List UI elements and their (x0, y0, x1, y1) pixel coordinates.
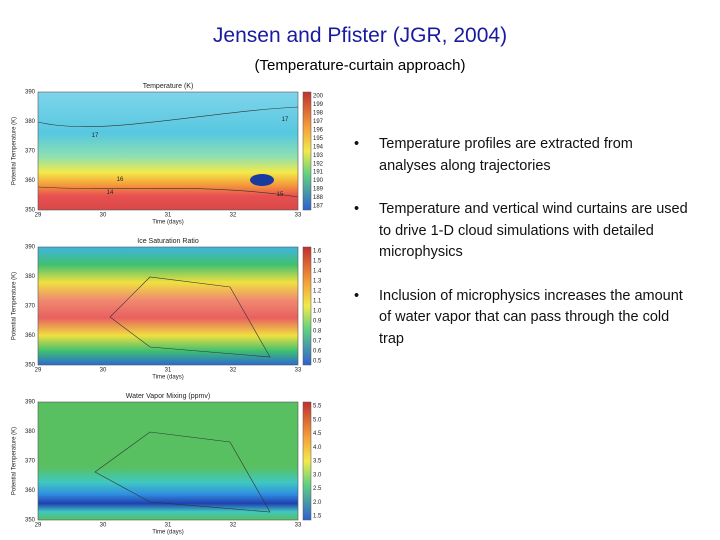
colorbar-label: 192 (313, 161, 324, 167)
colorbar-label: 1.0 (313, 309, 322, 315)
bullet: Temperature profiles are extracted from … (352, 134, 692, 177)
colorbar-label: 200 (313, 94, 324, 100)
colorbar-label: 5.0 (313, 417, 322, 423)
colorbar-label: 1.5 (313, 259, 322, 265)
y-tick-label: 380 (25, 429, 36, 435)
x-axis-label: Time (days) (152, 375, 183, 381)
panel-title: Temperature (K) (143, 83, 194, 90)
x-tick-label: 31 (165, 213, 172, 219)
colorbar-label: 2.0 (313, 500, 322, 506)
bullet: Temperature and vertical wind curtains a… (352, 199, 692, 264)
colorbar-label: 195 (313, 136, 324, 142)
y-tick-label: 370 (25, 459, 36, 465)
y-tick-label: 350 (25, 363, 36, 369)
colorbar-label: 5.5 (313, 404, 322, 410)
colorbar-label: 193 (313, 153, 324, 159)
colorbar-label: 0.9 (313, 319, 322, 325)
x-axis-label: Time (days) (152, 530, 183, 536)
contour-label: 14 (107, 190, 114, 196)
contour-plot (37, 246, 299, 366)
y-tick-label: 380 (25, 274, 36, 280)
colorbar-label: 0.8 (313, 329, 322, 335)
x-tick-label: 29 (35, 368, 42, 374)
figure: Temperature (K) 17 17 16 15 14 29 30 31 32 33 Time … (12, 83, 324, 536)
x-tick-label: 33 (295, 368, 302, 374)
colorbar-label: 1.4 (313, 269, 322, 275)
x-tick-label: 33 (295, 523, 302, 529)
colorbar-label: 1.5 (313, 514, 322, 520)
colorbar-label: 4.5 (313, 431, 322, 437)
x-tick-label: 32 (230, 523, 237, 529)
colorbar-label: 3.5 (313, 459, 322, 465)
y-axis-label: Potential Temperature (K) (12, 427, 18, 495)
x-tick-label: 30 (100, 368, 107, 374)
y-axis-label: Potential Temperature (K) (12, 272, 18, 340)
y-tick-label: 360 (25, 488, 36, 494)
y-axis-label: Potential Temperature (K) (12, 117, 18, 185)
contour-plot (37, 401, 299, 521)
x-axis-label: Time (days) (152, 220, 183, 226)
colorbar-label: 1.1 (313, 299, 322, 305)
y-tick-label: 380 (25, 119, 36, 125)
panel-title: Ice Saturation Ratio (137, 238, 199, 245)
x-tick-label: 31 (165, 368, 172, 374)
bullet-list: Temperature profiles are extracted from … (352, 134, 692, 372)
contour-plot (37, 91, 299, 211)
contour-label: 17 (92, 133, 99, 139)
contour-label: 17 (282, 117, 289, 123)
colorbar-label: 1.2 (313, 289, 322, 295)
contour-label: 15 (277, 192, 284, 198)
colorbar-label: 3.0 (313, 472, 322, 478)
y-tick-label: 390 (25, 90, 36, 96)
colorbar-label: 4.0 (313, 445, 322, 451)
colorbar-label: 199 (313, 102, 324, 108)
cloud-outline (109, 276, 271, 358)
colorbar-label: 188 (313, 195, 324, 201)
x-tick-label: 30 (100, 213, 107, 219)
x-tick-label: 33 (295, 213, 302, 219)
x-tick-label: 32 (230, 213, 237, 219)
colorbar-label: 0.6 (313, 349, 322, 355)
slide-title: Jensen and Pfister (JGR, 2004) (212, 24, 508, 47)
colorbar-label: 196 (313, 127, 324, 133)
colorbar-label: 1.3 (313, 279, 322, 285)
x-tick-label: 32 (230, 368, 237, 374)
y-tick-label: 390 (25, 400, 36, 406)
colorbar (302, 246, 312, 366)
colorbar-label: 190 (313, 178, 324, 184)
colorbar-label: 194 (313, 144, 324, 150)
colorbar-label: 2.5 (313, 486, 322, 492)
colorbar-label: 187 (313, 204, 324, 210)
y-tick-label: 350 (25, 208, 36, 214)
slide-subtitle: (Temperature-curtain approach) (254, 57, 466, 74)
y-tick-label: 390 (25, 245, 36, 251)
cloud-outline (94, 431, 271, 513)
x-tick-label: 29 (35, 523, 42, 529)
y-tick-label: 360 (25, 333, 36, 339)
colorbar-label: 0.7 (313, 339, 322, 345)
contour-line (37, 106, 299, 128)
x-tick-label: 31 (165, 523, 172, 529)
bullet: Inclusion of microphysics increases the … (352, 286, 692, 351)
y-tick-label: 370 (25, 149, 36, 155)
x-tick-label: 30 (100, 523, 107, 529)
y-tick-label: 350 (25, 518, 36, 524)
colorbar-label: 197 (313, 119, 324, 125)
colorbar-label: 191 (313, 170, 324, 176)
contour-label: 16 (117, 177, 124, 183)
colorbar-label: 1.6 (313, 249, 322, 255)
cold-region (250, 174, 274, 186)
x-tick-label: 29 (35, 213, 42, 219)
contour-line (37, 186, 299, 198)
panel-title: Water Vapor Mixing (ppmv) (126, 393, 210, 400)
y-tick-label: 370 (25, 304, 36, 310)
colorbar-label: 0.5 (313, 359, 322, 365)
colorbar-label: 189 (313, 187, 324, 193)
colorbar-label: 198 (313, 111, 324, 117)
y-tick-label: 360 (25, 178, 36, 184)
colorbar (302, 91, 312, 211)
colorbar (302, 401, 312, 521)
